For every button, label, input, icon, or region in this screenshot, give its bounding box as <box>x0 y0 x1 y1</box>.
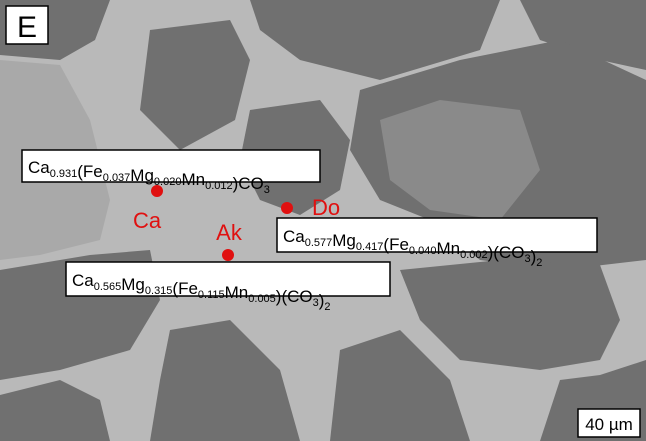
formula-element: Ca <box>28 158 50 177</box>
formula-subscript: 0.577 <box>305 237 333 249</box>
formula-subscript: 0.020 <box>154 176 182 188</box>
formula-element: Mn <box>436 239 460 258</box>
phase-label: Do <box>312 195 340 220</box>
formula-element: (Fe <box>77 162 103 181</box>
formula-element: Mg <box>130 166 154 185</box>
formula-element: Mg <box>332 231 356 250</box>
formula-element: Mg <box>121 275 145 294</box>
formula-subscript: 0.315 <box>145 285 173 297</box>
formula-subscript: 0.040 <box>409 245 437 257</box>
formula-element: Ca <box>283 227 305 246</box>
formula-element: )CO <box>233 174 264 193</box>
page: E40 µmCaCa0.931(Fe0.037Mg0.020Mn0.012)CO… <box>0 0 646 441</box>
formula-subscript: 0.012 <box>205 180 233 192</box>
formula-subscript: 0.565 <box>94 281 122 293</box>
formula-subscript: 0.005 <box>248 293 276 305</box>
formula-element: (Fe <box>383 235 409 254</box>
formula-element: )(CO <box>488 243 525 262</box>
formula-subscript: 3 <box>264 184 270 196</box>
phase-label: Ak <box>216 220 243 245</box>
sem-image: E40 µmCaCa0.931(Fe0.037Mg0.020Mn0.012)CO… <box>0 0 646 441</box>
formula-subscript: 0.931 <box>50 168 78 180</box>
panel-label: E <box>17 11 37 44</box>
scale-bar-label: 40 µm <box>585 415 633 434</box>
formula-subscript: 2 <box>536 257 542 269</box>
analysis-spot <box>281 202 293 214</box>
formula-element: (Fe <box>172 279 198 298</box>
formula-subscript: 2 <box>324 301 330 313</box>
formula-element: Ca <box>72 271 94 290</box>
analysis-spot <box>222 249 234 261</box>
formula-subscript: 0.417 <box>356 241 384 253</box>
formula-subscript: 0.037 <box>103 172 131 184</box>
formula-element: )(CO <box>276 287 313 306</box>
formula-element: Mn <box>181 170 205 189</box>
phase-label: Ca <box>133 208 162 233</box>
formula-subscript: 0.002 <box>460 249 488 261</box>
formula-subscript: 0.115 <box>198 289 225 301</box>
formula-element: Mn <box>225 283 249 302</box>
